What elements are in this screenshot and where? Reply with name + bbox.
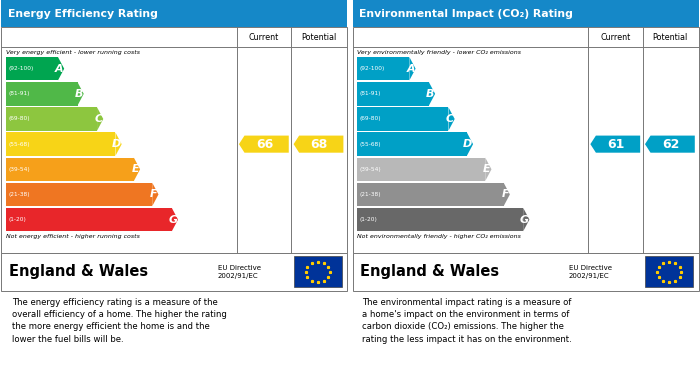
Text: Potential: Potential <box>652 33 687 42</box>
Polygon shape <box>239 136 289 153</box>
Bar <box>353 253 699 291</box>
Polygon shape <box>58 57 64 81</box>
Text: (92-100): (92-100) <box>360 66 385 71</box>
Polygon shape <box>523 208 529 231</box>
Text: Very environmentally friendly - lower CO₂ emissions: Very environmentally friendly - lower CO… <box>357 50 521 55</box>
Text: A: A <box>406 64 415 74</box>
Text: F: F <box>150 189 158 199</box>
Text: (1-20): (1-20) <box>360 217 377 222</box>
Text: Current: Current <box>248 33 279 42</box>
Text: G: G <box>168 215 177 224</box>
Polygon shape <box>116 133 122 156</box>
Polygon shape <box>485 158 491 181</box>
Text: 66: 66 <box>256 138 273 151</box>
Text: 68: 68 <box>310 138 328 151</box>
Text: EU Directive
2002/91/EC: EU Directive 2002/91/EC <box>569 265 612 279</box>
Text: (69-80): (69-80) <box>360 117 382 122</box>
Bar <box>353 0 699 27</box>
Bar <box>1 27 347 253</box>
Text: The energy efficiency rating is a measure of the
overall efficiency of a home. T: The energy efficiency rating is a measur… <box>13 298 228 344</box>
Polygon shape <box>410 57 416 81</box>
Text: A: A <box>55 64 64 74</box>
Text: D: D <box>112 139 121 149</box>
Text: (1-20): (1-20) <box>8 217 26 222</box>
Bar <box>6 208 172 231</box>
Text: F: F <box>502 189 509 199</box>
Polygon shape <box>293 136 344 153</box>
Polygon shape <box>503 183 510 206</box>
Text: C: C <box>446 114 454 124</box>
Polygon shape <box>78 82 84 106</box>
Text: B: B <box>75 89 83 99</box>
Bar <box>6 158 134 181</box>
Polygon shape <box>172 208 178 231</box>
Text: EU Directive
2002/91/EC: EU Directive 2002/91/EC <box>218 265 260 279</box>
Text: (39-54): (39-54) <box>360 167 382 172</box>
Text: England & Wales: England & Wales <box>9 264 148 280</box>
Bar <box>1 253 347 291</box>
Text: (81-91): (81-91) <box>360 91 382 96</box>
Text: Energy Efficiency Rating: Energy Efficiency Rating <box>8 9 157 18</box>
Polygon shape <box>429 82 435 106</box>
Text: Potential: Potential <box>301 33 336 42</box>
Text: England & Wales: England & Wales <box>360 264 500 280</box>
Text: (69-80): (69-80) <box>8 117 30 122</box>
Bar <box>6 57 58 81</box>
Text: Environmental Impact (CO₂) Rating: Environmental Impact (CO₂) Rating <box>359 9 573 18</box>
Text: (81-91): (81-91) <box>8 91 30 96</box>
Text: G: G <box>519 215 528 224</box>
Bar <box>357 133 467 156</box>
Text: C: C <box>94 114 103 124</box>
Text: (92-100): (92-100) <box>8 66 34 71</box>
Bar <box>293 256 342 287</box>
Polygon shape <box>467 133 473 156</box>
Text: (21-38): (21-38) <box>360 192 382 197</box>
Text: (39-54): (39-54) <box>8 167 30 172</box>
Text: 61: 61 <box>607 138 624 151</box>
Bar <box>6 82 78 106</box>
Text: (21-38): (21-38) <box>8 192 30 197</box>
Bar <box>357 208 523 231</box>
Bar <box>357 82 429 106</box>
Bar <box>357 158 485 181</box>
Polygon shape <box>152 183 158 206</box>
Bar <box>357 183 503 206</box>
Text: E: E <box>483 164 491 174</box>
Bar <box>357 107 449 131</box>
Text: D: D <box>463 139 473 149</box>
Text: Current: Current <box>600 33 631 42</box>
Text: The environmental impact rating is a measure of
a home's impact on the environme: The environmental impact rating is a mea… <box>363 298 572 344</box>
Text: 62: 62 <box>662 138 679 151</box>
Bar <box>6 107 97 131</box>
Bar <box>6 133 116 156</box>
Bar <box>353 27 699 253</box>
Text: (55-68): (55-68) <box>8 142 30 147</box>
Text: (55-68): (55-68) <box>360 142 382 147</box>
Bar <box>645 256 694 287</box>
Polygon shape <box>645 136 695 153</box>
Polygon shape <box>134 158 140 181</box>
Bar <box>1 0 347 27</box>
Polygon shape <box>97 107 104 131</box>
Text: Very energy efficient - lower running costs: Very energy efficient - lower running co… <box>6 50 139 55</box>
Text: E: E <box>132 164 139 174</box>
Polygon shape <box>590 136 641 153</box>
Polygon shape <box>449 107 455 131</box>
Text: Not environmentally friendly - higher CO₂ emissions: Not environmentally friendly - higher CO… <box>357 235 521 240</box>
Bar <box>6 183 152 206</box>
Text: Not energy efficient - higher running costs: Not energy efficient - higher running co… <box>6 235 139 240</box>
Text: B: B <box>426 89 435 99</box>
Bar <box>357 57 410 81</box>
